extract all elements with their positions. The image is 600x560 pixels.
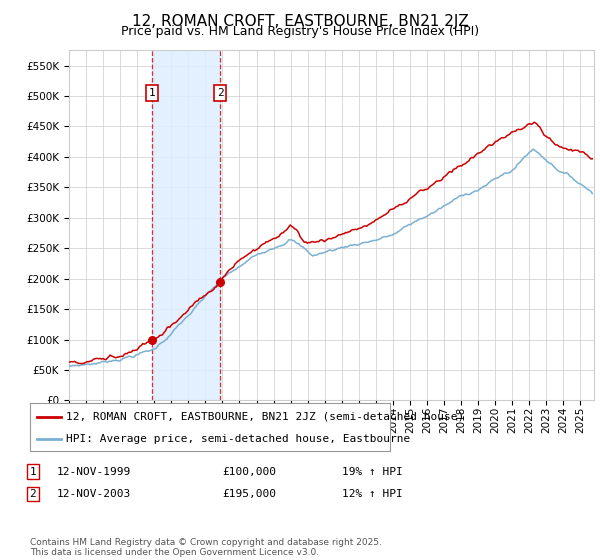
Text: 1: 1 xyxy=(29,466,37,477)
Text: £195,000: £195,000 xyxy=(222,489,276,499)
Text: 12% ↑ HPI: 12% ↑ HPI xyxy=(342,489,403,499)
Text: 2: 2 xyxy=(217,88,224,98)
Text: 1: 1 xyxy=(149,88,155,98)
Text: Contains HM Land Registry data © Crown copyright and database right 2025.
This d: Contains HM Land Registry data © Crown c… xyxy=(30,538,382,557)
Text: 12-NOV-2003: 12-NOV-2003 xyxy=(57,489,131,499)
Text: 12-NOV-1999: 12-NOV-1999 xyxy=(57,466,131,477)
Text: Price paid vs. HM Land Registry's House Price Index (HPI): Price paid vs. HM Land Registry's House … xyxy=(121,25,479,38)
Text: 19% ↑ HPI: 19% ↑ HPI xyxy=(342,466,403,477)
Text: 12, ROMAN CROFT, EASTBOURNE, BN21 2JZ: 12, ROMAN CROFT, EASTBOURNE, BN21 2JZ xyxy=(131,14,469,29)
Text: 2: 2 xyxy=(29,489,37,499)
Text: £100,000: £100,000 xyxy=(222,466,276,477)
Text: HPI: Average price, semi-detached house, Eastbourne: HPI: Average price, semi-detached house,… xyxy=(66,434,410,444)
Text: 12, ROMAN CROFT, EASTBOURNE, BN21 2JZ (semi-detached house): 12, ROMAN CROFT, EASTBOURNE, BN21 2JZ (s… xyxy=(66,412,464,422)
Bar xyxy=(152,50,220,400)
